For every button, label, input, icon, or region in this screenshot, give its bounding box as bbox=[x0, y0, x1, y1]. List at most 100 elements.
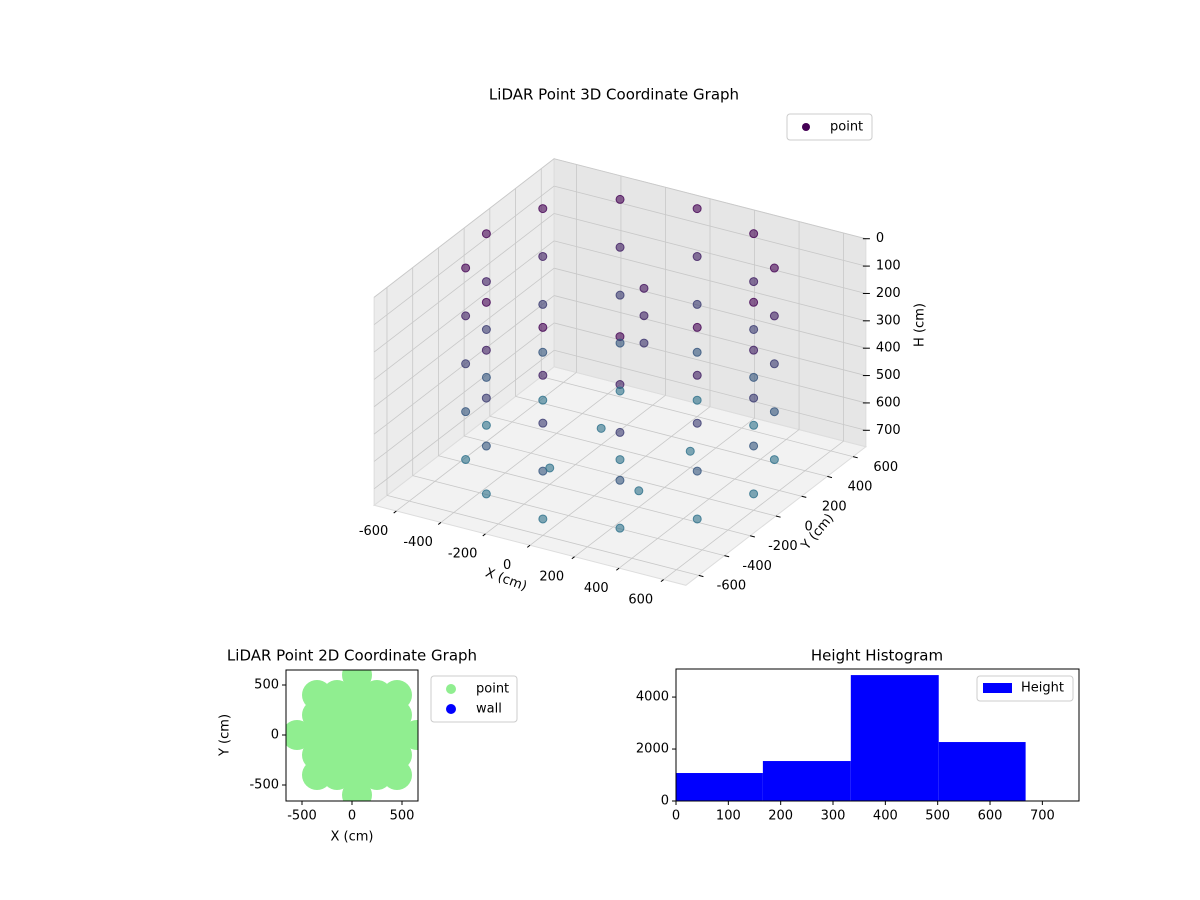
legend-label: point bbox=[830, 120, 863, 135]
point bbox=[685, 446, 695, 456]
legend-box bbox=[976, 675, 1074, 702]
point bbox=[481, 297, 491, 307]
x-tick-label: 400 bbox=[584, 581, 609, 596]
point bbox=[639, 338, 649, 348]
bar bbox=[850, 675, 939, 801]
point bbox=[461, 311, 471, 321]
y-tick-label: -400 bbox=[742, 559, 772, 574]
point bbox=[692, 418, 702, 428]
x-tick bbox=[393, 510, 397, 514]
z-tick-label: 300 bbox=[876, 313, 901, 328]
x-tick-label: 0 bbox=[672, 809, 680, 824]
point bbox=[461, 359, 471, 369]
point bbox=[692, 204, 702, 214]
legend-marker bbox=[446, 704, 456, 714]
grid-line bbox=[373, 158, 555, 298]
y-tick-label: 200 bbox=[822, 500, 847, 515]
x-tick bbox=[437, 522, 442, 525]
grid-line bbox=[373, 185, 555, 325]
x-axis-label: X (cm) bbox=[331, 830, 374, 845]
legend-marker bbox=[802, 123, 810, 131]
point bbox=[481, 345, 491, 355]
point bbox=[402, 720, 418, 750]
x-tick bbox=[616, 567, 620, 571]
x-tick-label: 200 bbox=[768, 809, 793, 824]
point bbox=[769, 359, 779, 369]
x-tick-label: 700 bbox=[1030, 809, 1055, 824]
point bbox=[749, 345, 759, 355]
z-tick-label: 100 bbox=[876, 259, 901, 274]
grid-line bbox=[554, 213, 866, 294]
x-tick bbox=[660, 579, 664, 583]
point bbox=[481, 420, 491, 430]
point bbox=[692, 322, 702, 332]
x-tick-label: 200 bbox=[539, 570, 564, 585]
point bbox=[481, 372, 491, 382]
axes-frame bbox=[675, 668, 1080, 802]
x-tick-label: 400 bbox=[873, 809, 898, 824]
x-tick bbox=[526, 544, 531, 548]
grid-line bbox=[373, 349, 555, 490]
legend-label: Height bbox=[1021, 681, 1064, 696]
grid-line bbox=[554, 185, 866, 267]
x-tick-label: -400 bbox=[403, 535, 433, 550]
y-tick-label: 400 bbox=[848, 480, 873, 495]
z-tick-label: 600 bbox=[876, 395, 901, 410]
x-tick-label: 0 bbox=[503, 558, 511, 573]
grid-line bbox=[489, 415, 802, 497]
y-tick bbox=[827, 475, 833, 479]
point bbox=[749, 441, 759, 451]
point bbox=[692, 466, 702, 476]
z-tick-label: 700 bbox=[876, 423, 901, 438]
chart-title: LiDAR Point 3D Coordinate Graph bbox=[489, 86, 739, 104]
y-tick bbox=[724, 555, 730, 558]
point bbox=[692, 252, 702, 262]
point bbox=[538, 395, 548, 405]
point bbox=[382, 760, 412, 790]
chart-title: LiDAR Point 2D Coordinate Graph bbox=[227, 647, 477, 665]
y-tick bbox=[775, 515, 781, 518]
legend-box bbox=[786, 113, 873, 141]
y-tick-label: 500 bbox=[254, 678, 279, 693]
y-tick-label: 0 bbox=[661, 794, 669, 809]
point bbox=[538, 299, 548, 309]
grid-line bbox=[554, 240, 866, 322]
x-tick-label: 500 bbox=[925, 809, 950, 824]
x-tick bbox=[482, 533, 486, 537]
y-tick-label: -600 bbox=[717, 579, 747, 594]
point bbox=[538, 322, 548, 332]
point bbox=[749, 277, 759, 287]
y-tick-label: 4000 bbox=[636, 690, 669, 705]
point bbox=[596, 423, 606, 433]
y-axis-label: Y (cm) bbox=[218, 714, 233, 757]
point bbox=[481, 325, 491, 335]
y-tick bbox=[852, 456, 858, 459]
point bbox=[481, 489, 491, 499]
point bbox=[538, 347, 548, 357]
point bbox=[615, 386, 625, 396]
point bbox=[692, 370, 702, 380]
point bbox=[692, 347, 702, 357]
point bbox=[538, 251, 548, 261]
point bbox=[545, 463, 555, 473]
x-tick-label: 600 bbox=[628, 592, 653, 607]
y-tick-label: 0 bbox=[804, 519, 812, 534]
y-tick-label: -200 bbox=[768, 539, 798, 554]
x-tick bbox=[571, 556, 575, 560]
x-tick-label: 0 bbox=[348, 809, 356, 824]
legend-marker bbox=[446, 684, 456, 694]
point bbox=[481, 277, 491, 287]
legend-label: wall bbox=[476, 702, 502, 717]
chart-title: Height Histogram bbox=[811, 647, 943, 665]
point bbox=[749, 393, 759, 403]
point bbox=[634, 486, 644, 496]
point bbox=[481, 229, 491, 239]
point bbox=[769, 407, 779, 417]
z-axis-label: H (cm) bbox=[913, 303, 928, 347]
bar bbox=[676, 773, 763, 801]
grid-line bbox=[373, 322, 555, 462]
point bbox=[615, 290, 625, 300]
x-tick-label: 300 bbox=[821, 809, 846, 824]
point bbox=[769, 311, 779, 321]
